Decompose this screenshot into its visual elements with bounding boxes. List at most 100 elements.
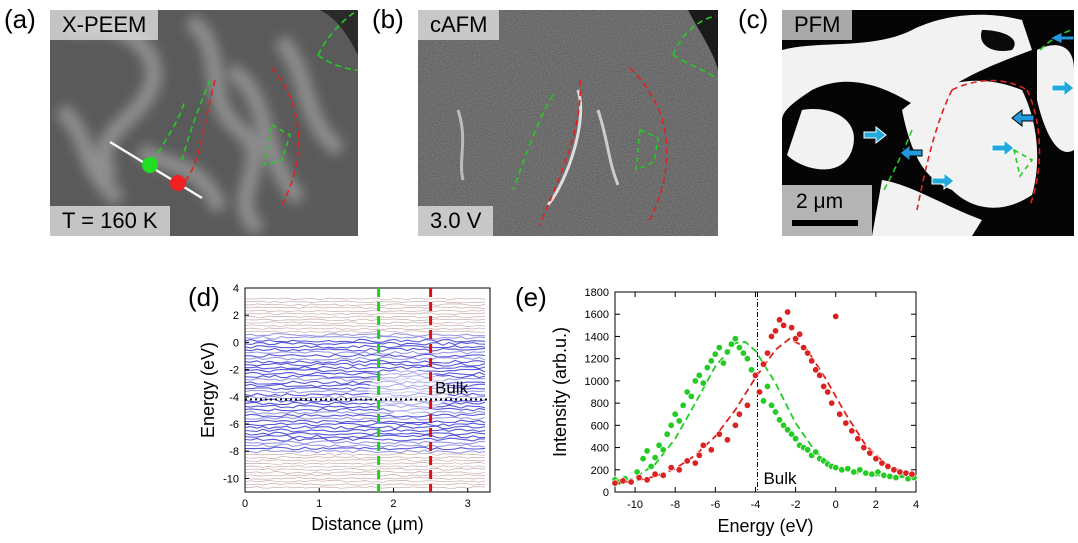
data-point	[854, 435, 862, 443]
contour-line	[245, 297, 486, 301]
data-point	[695, 371, 703, 379]
energy-distance-map: Bulk 0 1 2 3 4 2 0 -2 -4 -6 -8 -10 Distance (μm) Energ…	[198, 283, 491, 534]
data-point	[735, 410, 743, 418]
x-tick-label: 2	[390, 498, 396, 510]
data-point	[655, 441, 663, 449]
contour-line	[244, 449, 486, 454]
data-point	[675, 466, 683, 474]
data-point	[812, 366, 820, 374]
contour-line	[244, 431, 486, 436]
contour-line	[244, 359, 486, 364]
data-point	[848, 427, 856, 435]
data-point	[868, 470, 876, 478]
data-point	[800, 344, 808, 352]
data-point	[874, 468, 882, 476]
data-point	[719, 359, 727, 367]
panel-label-a: (a)	[4, 4, 36, 34]
data-point	[796, 330, 804, 338]
data-point	[699, 441, 707, 449]
contour-line	[245, 365, 486, 370]
pfm-texture	[782, 10, 1074, 236]
data-point	[639, 455, 647, 463]
data-point	[872, 455, 880, 463]
bulk-label: Bulk	[763, 469, 797, 488]
data-point	[812, 448, 820, 456]
x-tick-label: -8	[670, 499, 680, 511]
data-point	[792, 435, 800, 443]
contour-line	[244, 410, 486, 415]
contour-line	[244, 377, 486, 382]
data-point	[808, 357, 816, 365]
contour-line	[244, 456, 486, 459]
data-point	[695, 451, 703, 459]
contour-line	[244, 338, 486, 343]
contour-line	[245, 443, 486, 448]
data-point	[627, 478, 635, 486]
cafm-title: cAFM	[418, 10, 500, 40]
polarization-arrows	[863, 31, 1074, 191]
contour-line	[244, 425, 486, 430]
contour-line	[245, 471, 486, 474]
data-point	[703, 364, 711, 372]
data-point	[764, 349, 772, 357]
y-tick-label: 200	[591, 465, 609, 477]
data-point	[743, 401, 751, 409]
data-point	[850, 468, 858, 476]
data-point	[691, 377, 699, 385]
data-point	[896, 468, 904, 476]
contour-line	[244, 315, 485, 319]
contour-line	[244, 453, 486, 456]
x-axis-label: Energy (eV)	[717, 516, 813, 536]
contour-line	[244, 303, 486, 307]
contour-line	[244, 374, 486, 379]
contour-line	[244, 483, 486, 486]
contour-line	[244, 341, 486, 346]
data-point	[675, 417, 683, 425]
contour-line	[244, 419, 486, 424]
data-point	[711, 350, 719, 358]
data-point	[752, 371, 760, 379]
y-tick-label: 400	[591, 443, 609, 455]
data-point	[683, 388, 691, 396]
data-point	[776, 316, 784, 324]
data-point	[842, 419, 850, 427]
contour-line	[244, 318, 486, 322]
intensity-energy-plot: -10 -8 -6 -4 -2 0 2 4 0 200 400 600 800 1000 1200 1400 1…	[550, 287, 919, 536]
contour-line	[244, 413, 486, 418]
contour-line	[244, 321, 486, 325]
data-point	[838, 466, 846, 474]
data-point	[735, 344, 743, 352]
cafm-caption: 3.0 V	[418, 206, 494, 236]
contour-line	[244, 327, 486, 331]
data-point	[828, 399, 836, 407]
x-tick-label: -4	[751, 499, 761, 511]
xpeem-title: X-PEEM	[50, 10, 159, 40]
data-point	[659, 471, 667, 479]
contour-line	[244, 440, 485, 445]
contour-line	[244, 404, 486, 409]
data-point	[764, 382, 772, 390]
contour-line	[244, 401, 486, 406]
contour-line	[244, 468, 486, 471]
data-point	[667, 464, 675, 472]
panel-label-d: (d)	[188, 282, 220, 312]
contour-line	[244, 462, 486, 465]
contour-line	[244, 362, 486, 367]
y-tick-label: -2	[229, 365, 239, 377]
contour-line	[244, 371, 486, 376]
data-point	[611, 479, 619, 487]
xpeem-caption: T = 160 K	[50, 206, 170, 236]
data-point	[788, 430, 796, 438]
data-point	[892, 474, 900, 482]
data-point	[880, 471, 888, 479]
data-point	[784, 426, 792, 434]
contour-line	[244, 309, 486, 313]
x-axis-label: Distance (μm)	[311, 514, 423, 534]
data-point	[723, 348, 731, 356]
data-point	[908, 470, 916, 478]
scalebar	[792, 220, 858, 226]
x-tick-label: 1	[316, 498, 322, 510]
pfm-image: PFM 2 μm	[782, 10, 1074, 236]
data-point	[856, 466, 864, 474]
data-point	[866, 449, 874, 457]
